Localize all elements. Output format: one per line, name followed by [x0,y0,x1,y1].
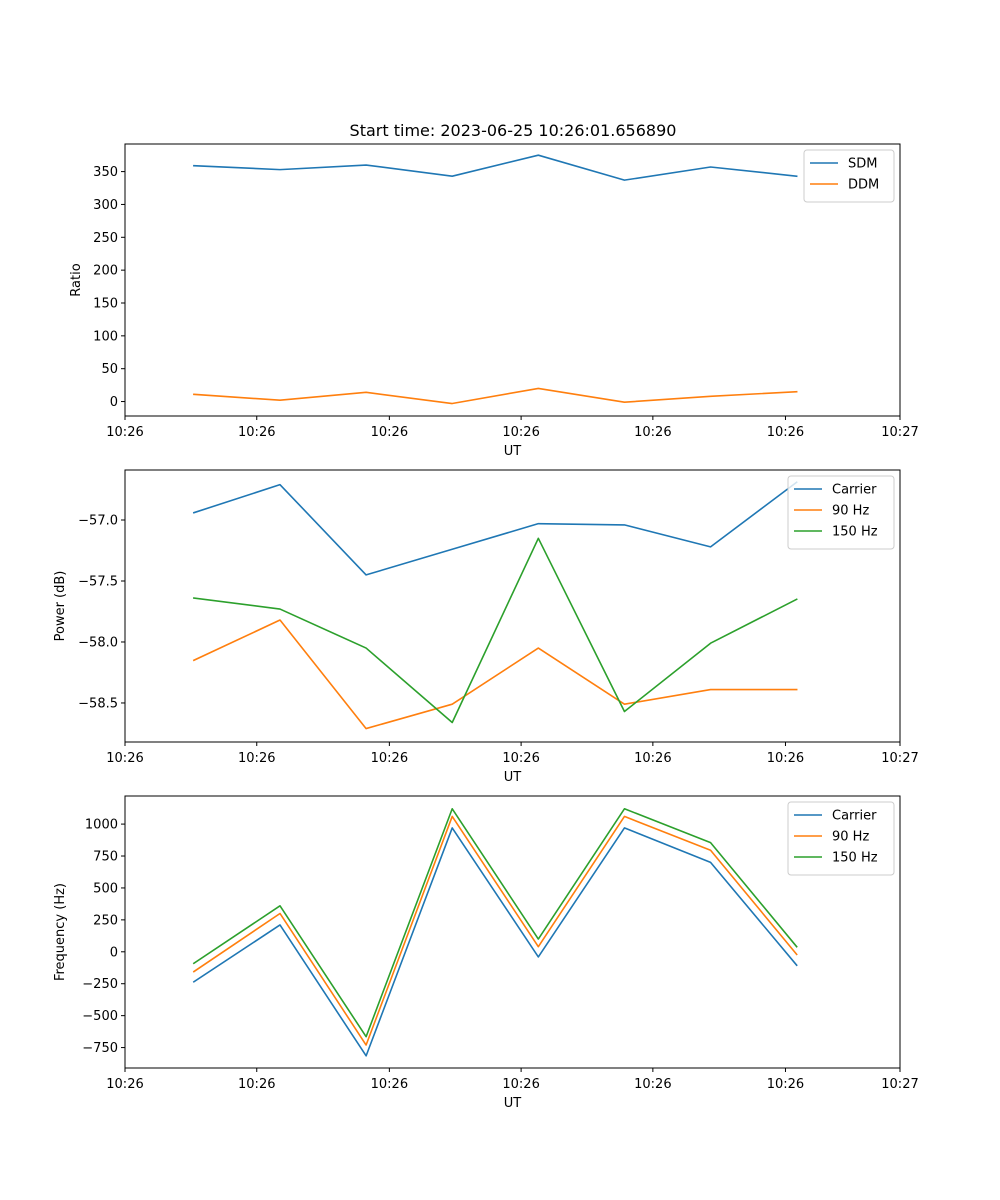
panel-3-x-tick-label-3: 10:26 [371,1077,408,1092]
panel-1: 0 50 100 150 200 250 300 350 10:26 10:26 10:26 10:2… [69,143,919,459]
panel-3-legend: Carrier 90 Hz 150 Hz [787,801,895,876]
panel-1-y-tick-label-5: 200 [93,264,118,279]
panel-2-legend-label-2: 90 Hz [832,504,869,519]
panel-2-series-line-150-hz [192,537,798,724]
panel-2-series-line-carrier [192,481,798,576]
panel-2-legend-label-1: Carrier [832,483,877,498]
panel-1-y-tick-label-1: 0 [110,395,118,410]
panel-1-y-tick-label-8: 350 [93,165,118,180]
panel-2-x-tick-label-7: 10:27 [881,751,918,766]
panel-1-x-axis-label: UT [504,444,522,459]
panel-3-y-tick-label-7: −500 [82,1009,118,1024]
panel-2-series-line-90-hz [192,619,798,730]
panel-3-y-tick-label-3: 500 [93,881,118,896]
panel-3-y-axis-label: Frequency (Hz) [53,883,68,981]
panel-1-series-line-ddm [193,387,798,405]
panel-3-x-tick-label-5: 10:26 [634,1077,671,1092]
panel-2-x-tick-label-2: 10:26 [238,751,275,766]
panel-2-x-axis-label: UT [504,770,522,785]
panel-3-series-line-90-hz [192,815,798,1046]
panel-2-x-tick-label-4: 10:26 [502,751,539,766]
panel-3-x-tick-label-4: 10:26 [502,1077,539,1092]
panel-3-y-tick-label-4: 250 [93,913,118,928]
panel-3-x-tick-label-1: 10:26 [106,1077,143,1092]
panel-3-plot-frame [124,795,901,1069]
figure-title: Start time: 2023-06-25 10:26:01.656890 [350,121,677,140]
panel-2-y-tick-label-2: −57.5 [78,574,118,589]
panel-2-legend-label-3: 150 Hz [832,525,878,540]
panel-1-x-tick-label-1: 10:26 [106,425,143,440]
panel-1-y-tick-label-6: 250 [93,231,118,246]
panel-2-y-tick-label-4: −58.5 [78,696,118,711]
panel-1-x-tick-label-7: 10:27 [881,425,918,440]
panel-2: −57.0 −57.5 −58.0 −58.5 10:26 10:26 10:26 10:26… [53,469,919,785]
panel-2-x-tick-label-5: 10:26 [634,751,671,766]
panel-1-y-tick-label-2: 50 [101,362,118,377]
panel-3-y-tick-label-8: −750 [82,1041,118,1056]
panel-3-legend-label-3: 150 Hz [832,851,878,866]
panel-1-series-line-sdm [193,154,798,181]
panel-3-y-tick-label-2: 750 [93,850,118,865]
panel-1-x-tick-label-2: 10:26 [238,425,275,440]
panel-1-y-tick-label-3: 100 [93,329,118,344]
panel-3-series-line-carrier [192,827,798,1057]
panel-3-legend-label-1: Carrier [832,809,877,824]
panel-3-series-line-150-hz [192,807,798,1038]
panel-1-x-tick-label-4: 10:26 [502,425,539,440]
panel-2-plot-frame [124,469,901,743]
panel-3-x-tick-label-2: 10:26 [238,1077,275,1092]
panel-3-y-tick-label-6: −250 [82,977,118,992]
panel-1-legend-label-2: DDM [848,178,879,193]
panel-1-y-tick-label-7: 300 [93,198,118,213]
panel-3-y-tick-label-5: 0 [110,945,118,960]
panel-3-x-tick-label-7: 10:27 [881,1077,918,1092]
panel-2-y-tick-label-1: −57.0 [78,514,118,529]
panel-1-legend-label-1: SDM [848,157,877,172]
panel-2-x-tick-label-6: 10:26 [767,751,804,766]
panel-1-x-tick-label-5: 10:26 [634,425,671,440]
panel-3: 1000 750 500 250 0 −250 −500 −750 10:26 10:26 10:2… [53,795,919,1111]
panel-1-x-tick-label-6: 10:26 [767,425,804,440]
panel-3-x-axis-label: UT [504,1096,522,1111]
panel-2-x-tick-label-1: 10:26 [106,751,143,766]
panel-1-legend: SDM DDM [803,149,895,203]
panel-2-y-tick-label-3: −58.0 [78,635,118,650]
panel-1-y-axis-label: Ratio [69,263,84,296]
panel-1-y-tick-label-4: 150 [93,296,118,311]
panel-3-x-tick-label-6: 10:26 [767,1077,804,1092]
panel-2-x-tick-label-3: 10:26 [371,751,408,766]
panel-3-legend-label-2: 90 Hz [832,830,869,845]
panel-3-y-tick-label-1: 1000 [85,818,118,833]
panel-1-plot-frame [124,143,901,417]
panel-2-legend: Carrier 90 Hz 150 Hz [787,475,895,550]
panel-1-x-tick-label-3: 10:26 [371,425,408,440]
panel-2-y-axis-label: Power (dB) [53,571,68,642]
